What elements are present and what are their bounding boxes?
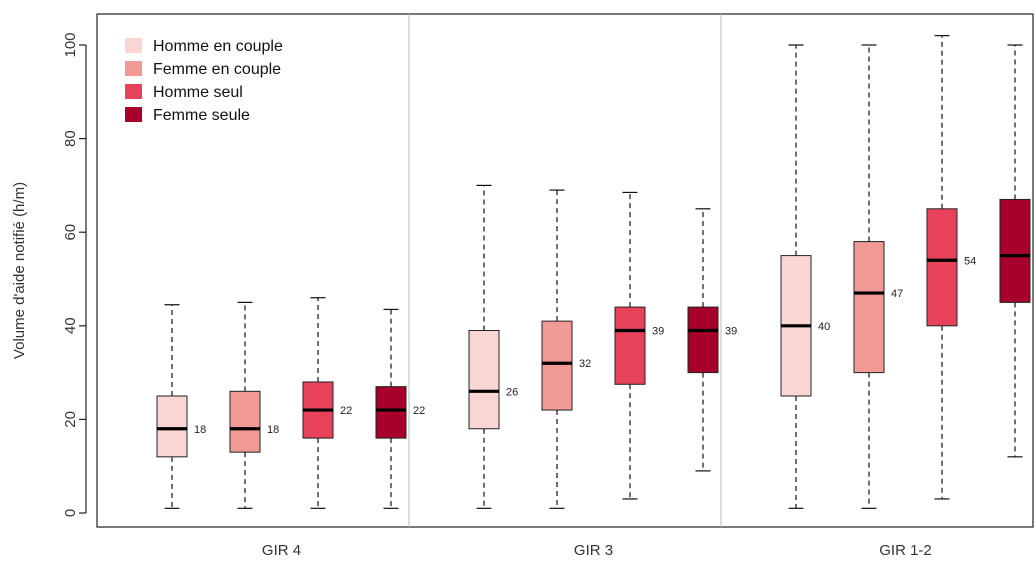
box-plot: 54	[926, 35, 976, 500]
iqr-box	[229, 390, 261, 453]
legend-label: Homme en couple	[153, 38, 283, 55]
median-label: 26	[506, 386, 518, 398]
y-axis-label: Volume d'aide notifié (h/m)	[11, 182, 28, 359]
median-label: 18	[194, 424, 206, 436]
median-label: 32	[579, 358, 591, 370]
iqr-box	[853, 241, 885, 374]
y-tick-label: 100	[62, 32, 79, 57]
box-plot: 39	[614, 191, 664, 500]
box-plot: 47	[853, 44, 903, 509]
box-plot: 18	[156, 304, 206, 509]
median-label: 40	[818, 321, 830, 333]
legend-item: Femme seule	[125, 107, 250, 124]
box-plot: 18	[229, 301, 279, 509]
iqr-box	[614, 306, 646, 385]
legend-swatch	[125, 107, 142, 122]
median-label: 47	[891, 288, 903, 300]
group-label: GIR 3	[574, 542, 613, 559]
iqr-box	[541, 320, 573, 411]
legend-item: Homme en couple	[125, 38, 283, 55]
legend-swatch	[125, 61, 142, 76]
box-plot: 40	[780, 44, 830, 509]
iqr-box	[999, 198, 1031, 303]
legend-label: Femme seule	[153, 107, 250, 124]
box-plot: 39	[687, 208, 737, 472]
median-label: 22	[413, 405, 425, 417]
iqr-box	[156, 395, 188, 458]
median-label: 54	[964, 255, 976, 267]
legend-item: Homme seul	[125, 84, 243, 101]
legend-swatch	[125, 84, 142, 99]
box-plot: 22	[302, 297, 352, 509]
y-tick-label: 0	[62, 509, 79, 517]
plot-frame	[96, 13, 1034, 528]
median-label: 39	[652, 325, 664, 337]
box-plot: 22	[375, 308, 425, 509]
legend-swatch	[125, 38, 142, 53]
iqr-box	[926, 208, 958, 327]
median-label: 39	[725, 325, 737, 337]
group-label: GIR 1-2	[879, 542, 932, 559]
legend-label: Homme seul	[153, 84, 243, 101]
y-tick-label: 20	[62, 411, 79, 428]
legend-label: Femme en couple	[153, 61, 281, 78]
iqr-box	[687, 306, 719, 374]
median-label: 18	[267, 424, 279, 436]
median-label: 22	[340, 405, 352, 417]
y-tick-label: 60	[62, 224, 79, 241]
box-plot: 32	[541, 189, 591, 509]
iqr-box	[375, 386, 407, 439]
legend-item: Femme en couple	[125, 61, 281, 78]
iqr-box	[468, 329, 500, 430]
box-plot: 55	[999, 44, 1031, 458]
y-tick-label: 40	[62, 317, 79, 334]
y-tick-label: 80	[62, 130, 79, 147]
group-label: GIR 4	[262, 542, 301, 559]
box-plot: 26	[468, 184, 518, 509]
